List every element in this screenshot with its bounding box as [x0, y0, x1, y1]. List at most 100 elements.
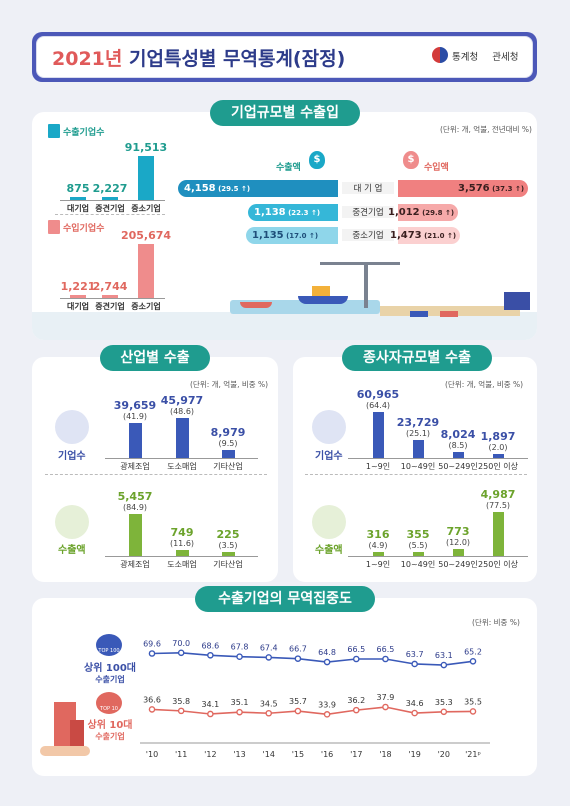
- category-label: 대기업: [66, 302, 90, 311]
- bar: [102, 295, 118, 298]
- employee-amount-label: 수출액: [315, 545, 343, 556]
- bar-value-label: 875: [66, 182, 90, 195]
- page-title: 2021년 기업특성별 무역통계(잠정): [52, 44, 345, 71]
- money-bag-icon: $: [403, 151, 419, 169]
- money-bag-icon: $: [309, 151, 325, 169]
- money-icon: [312, 505, 346, 539]
- skyscraper-illustration: [70, 720, 84, 750]
- industry-section-card: [32, 357, 278, 582]
- data-point: [177, 707, 185, 715]
- category-label: 도소매업: [167, 560, 197, 569]
- axis-line: [348, 556, 528, 557]
- data-point: [148, 706, 156, 713]
- bar-value-label: 91,513: [124, 141, 168, 154]
- gov-logo-icon: [432, 47, 448, 63]
- data-label: 37.9: [377, 693, 395, 702]
- axis-line: [105, 458, 258, 459]
- bar-share-label: (48.6): [169, 407, 195, 416]
- x-tick-label: '18: [379, 750, 391, 759]
- import-value: 3,576 (37.3 ↑): [458, 183, 524, 194]
- data-point: [411, 660, 418, 668]
- bar-value-label: 45,977: [160, 394, 204, 407]
- bar-value-label: 355: [406, 528, 430, 541]
- divider: [55, 214, 165, 215]
- data-label: 69.6: [143, 639, 161, 648]
- industry-section-title: 산업별 수출: [100, 345, 210, 371]
- bar: [138, 244, 154, 298]
- data-point: [265, 654, 273, 661]
- export-amount: 4,158: [184, 183, 216, 194]
- category-label: 50~249인: [438, 560, 478, 569]
- bar-value-label: 749: [170, 526, 194, 539]
- export-flow-arrow: [178, 180, 338, 197]
- category-label: 10~49인: [400, 462, 436, 471]
- company-size-label: 중견기업: [342, 206, 394, 218]
- org-names: 통계청 관세청: [452, 49, 519, 63]
- category-label: 1~9인: [365, 462, 391, 471]
- data-point: [382, 703, 389, 711]
- bar-value-label: 1,897: [480, 430, 516, 443]
- data-label: 68.6: [201, 641, 219, 650]
- x-tick-label: '11: [175, 750, 187, 759]
- data-point: [469, 658, 477, 665]
- bar: [175, 550, 189, 556]
- truck-icon: [410, 311, 428, 317]
- data-label: 63.1: [435, 651, 453, 660]
- data-label: 34.5: [260, 699, 278, 708]
- concentration-section-unit: (단위: 비중 %): [472, 618, 520, 627]
- company-size-label: 대 기 업: [342, 182, 394, 194]
- company-size-label: 중소기업: [342, 229, 394, 241]
- title-year: 2021년: [52, 48, 123, 70]
- category-label: 대기업: [66, 204, 90, 213]
- top100-badge-icon: TOP 100: [96, 634, 122, 656]
- employee-section-title: 종사자규모별 수출: [342, 345, 492, 371]
- data-label: 34.1: [201, 700, 219, 709]
- top100-label: 상위 100대 수출기업: [80, 659, 140, 685]
- size-section-unit: (단위: 개, 억불, 전년대비 %): [440, 125, 532, 134]
- bar: [221, 450, 235, 458]
- data-label: 33.9: [318, 700, 336, 709]
- data-point: [207, 651, 214, 659]
- bar-value-label: 60,965: [356, 388, 400, 401]
- data-point: [469, 708, 477, 715]
- bar-value-label: 39,659: [113, 399, 157, 412]
- bar-share-label: (2.0): [488, 443, 508, 452]
- data-point: [207, 710, 214, 718]
- building-icon: [48, 220, 60, 234]
- x-tick-label: '15: [292, 750, 304, 759]
- bar-value-label: 316: [366, 528, 390, 541]
- top100-label-1: 상위 100대: [84, 663, 136, 674]
- category-label: 기타산업: [213, 560, 243, 569]
- bar: [492, 512, 504, 556]
- category-label: 10~49인: [400, 560, 436, 569]
- company-icon: [312, 410, 346, 444]
- data-label: 67.8: [231, 643, 249, 652]
- category-label: 250인 이상: [478, 462, 518, 471]
- data-point: [294, 655, 302, 662]
- data-point: [148, 650, 156, 657]
- data-point: [440, 661, 448, 669]
- industry-count-label: 기업수: [58, 451, 86, 462]
- import-value: 1,012 (29.8 ↑): [388, 207, 454, 218]
- data-point: [323, 658, 331, 666]
- factory-icon: [504, 292, 530, 310]
- data-label: 66.5: [377, 645, 395, 654]
- category-label: 중소기업: [131, 302, 161, 311]
- bar-value-label: 4,987: [480, 488, 516, 501]
- data-point: [294, 707, 302, 715]
- data-label: 35.3: [435, 698, 453, 707]
- series-line: [151, 651, 474, 666]
- top10-label-1: 상위 10대: [87, 720, 133, 731]
- series-line: [151, 706, 474, 716]
- data-point: [236, 653, 243, 660]
- export-amount-label: 수출액: [276, 163, 301, 173]
- import-change: (21.0 ↑): [421, 232, 457, 240]
- bar-share-label: (64.4): [365, 401, 391, 410]
- money-icon: [55, 505, 89, 539]
- category-label: 도소매업: [167, 462, 197, 471]
- truck-icon: [440, 311, 458, 317]
- bar-value-label: 773: [446, 525, 470, 538]
- data-label: 35.5: [464, 697, 482, 706]
- export-value: 4,158 (29.5 ↑): [184, 183, 250, 194]
- header-banner-inner: [36, 36, 533, 78]
